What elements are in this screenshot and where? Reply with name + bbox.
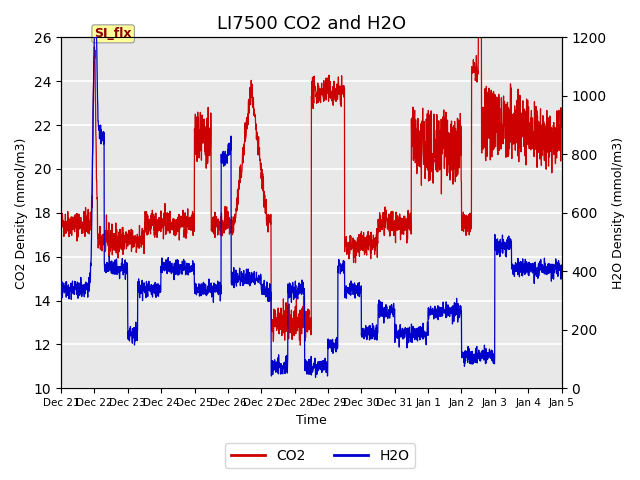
- Title: LI7500 CO2 and H2O: LI7500 CO2 and H2O: [217, 15, 406, 33]
- Y-axis label: H2O Density (mmol/m3): H2O Density (mmol/m3): [612, 137, 625, 289]
- Legend: CO2, H2O: CO2, H2O: [225, 443, 415, 468]
- Y-axis label: CO2 Density (mmol/m3): CO2 Density (mmol/m3): [15, 137, 28, 288]
- Text: SI_flx: SI_flx: [94, 27, 132, 40]
- X-axis label: Time: Time: [296, 414, 326, 427]
